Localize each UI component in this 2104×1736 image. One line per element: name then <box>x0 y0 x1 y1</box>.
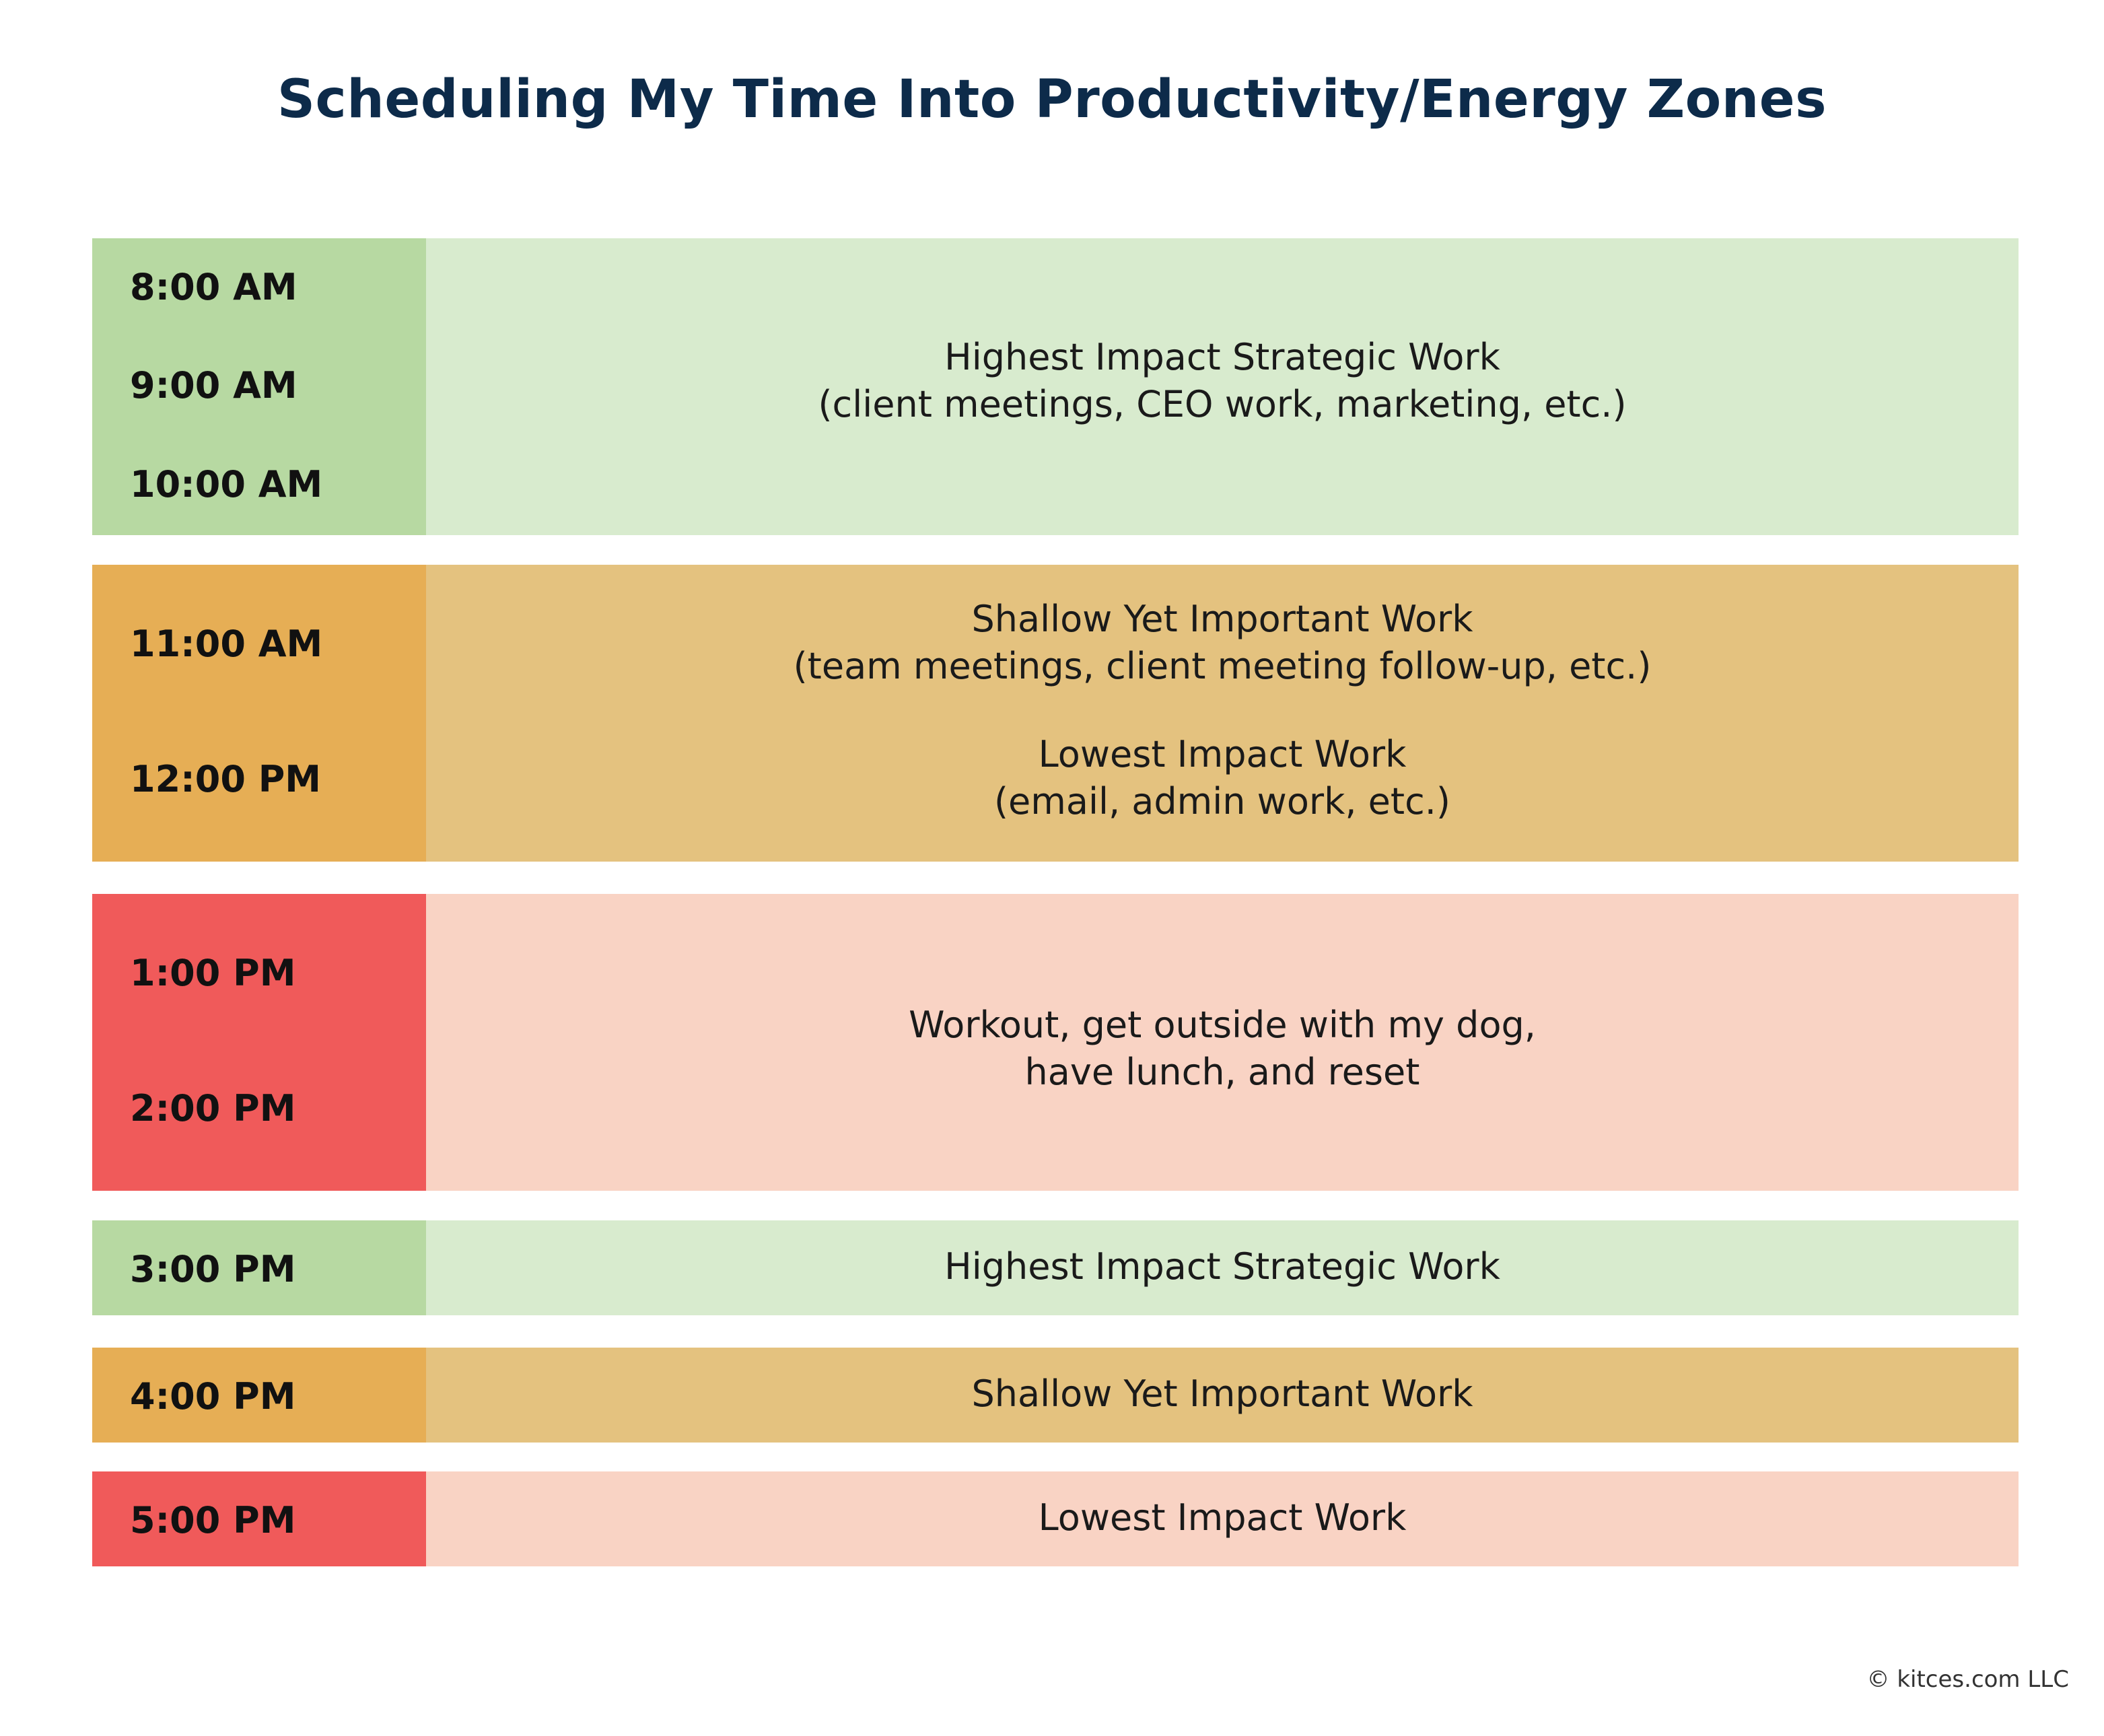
task-label: Workout, get outside with my dog, <box>909 1004 1536 1046</box>
page-title: Scheduling My Time Into Productivity/Ene… <box>277 69 1827 130</box>
time-column: 1:00 PM 2:00 PM <box>92 894 426 1191</box>
time-column: 3:00 PM <box>92 1220 426 1315</box>
schedule-block-4pm: 4:00 PM Shallow Yet Important Work <box>92 1348 2019 1443</box>
time-column: 4:00 PM <box>92 1348 426 1443</box>
task-label: Highest Impact Strategic Work <box>944 1245 1500 1288</box>
task-column: Shallow Yet Important Work <box>426 1348 2019 1443</box>
task-column: Workout, get outside with my dog, have l… <box>426 894 2019 1191</box>
schedule-block-late-morning: 11:00 AM 12:00 PM Shallow Yet Important … <box>92 565 2019 862</box>
task-column: Shallow Yet Important Work (team meeting… <box>426 565 2019 862</box>
task-highest-impact: Highest Impact Strategic Work (client me… <box>426 334 2019 428</box>
time-label-11am: 11:00 AM <box>130 623 323 665</box>
task-detail: (client meetings, CEO work, marketing, e… <box>818 383 1627 425</box>
task-detail: (team meetings, client meeting follow-up… <box>793 645 1652 687</box>
time-column: 8:00 AM 9:00 AM 10:00 AM <box>92 238 426 535</box>
time-label-5pm: 5:00 PM <box>130 1499 296 1541</box>
time-label-4pm: 4:00 PM <box>130 1375 296 1418</box>
task-label: Shallow Yet Important Work <box>971 1373 1473 1415</box>
time-label-12pm: 12:00 PM <box>130 758 322 800</box>
task-shallow-important: Shallow Yet Important Work <box>426 1370 2019 1418</box>
time-label-9am: 9:00 AM <box>130 364 297 407</box>
time-label-2pm: 2:00 PM <box>130 1087 296 1130</box>
schedule-block-early-afternoon: 1:00 PM 2:00 PM Workout, get outside wit… <box>92 894 2019 1191</box>
task-label: Shallow Yet Important Work <box>971 598 1473 640</box>
time-label-8am: 8:00 AM <box>130 266 297 308</box>
task-lowest-impact: Lowest Impact Work (email, admin work, e… <box>426 731 2019 825</box>
copyright-notice: © kitces.com LLC <box>1866 1666 2069 1693</box>
task-column: Highest Impact Strategic Work <box>426 1220 2019 1315</box>
task-highest-impact: Highest Impact Strategic Work <box>426 1243 2019 1290</box>
task-column: Lowest Impact Work <box>426 1471 2019 1566</box>
task-lowest-impact: Lowest Impact Work <box>426 1494 2019 1541</box>
task-detail: (email, admin work, etc.) <box>993 780 1450 823</box>
time-label-3pm: 3:00 PM <box>130 1248 296 1290</box>
task-column: Highest Impact Strategic Work (client me… <box>426 238 2019 535</box>
task-detail: have lunch, and reset <box>1024 1051 1420 1093</box>
schedule-block-morning: 8:00 AM 9:00 AM 10:00 AM Highest Impact … <box>92 238 2019 535</box>
time-label-10am: 10:00 AM <box>130 463 323 506</box>
time-label-1pm: 1:00 PM <box>130 952 296 994</box>
time-column: 11:00 AM 12:00 PM <box>92 565 426 862</box>
task-label: Lowest Impact Work <box>1038 733 1407 775</box>
schedule-block-5pm: 5:00 PM Lowest Impact Work <box>92 1471 2019 1566</box>
time-column: 5:00 PM <box>92 1471 426 1566</box>
task-label: Highest Impact Strategic Work <box>944 336 1500 378</box>
schedule-block-3pm: 3:00 PM Highest Impact Strategic Work <box>92 1220 2019 1315</box>
task-shallow-important: Shallow Yet Important Work (team meeting… <box>426 596 2019 690</box>
task-label: Lowest Impact Work <box>1038 1496 1407 1539</box>
task-workout-reset: Workout, get outside with my dog, have l… <box>426 1002 2019 1096</box>
